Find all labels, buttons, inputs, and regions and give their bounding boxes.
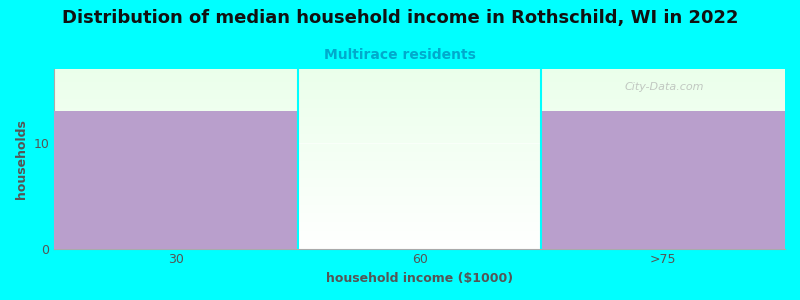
X-axis label: household income ($1000): household income ($1000) <box>326 272 514 285</box>
Bar <box>54 111 298 249</box>
Text: Multirace residents: Multirace residents <box>324 48 476 62</box>
Y-axis label: households: households <box>15 119 28 199</box>
Text: City-Data.com: City-Data.com <box>624 82 704 92</box>
Bar <box>542 111 785 249</box>
Text: Distribution of median household income in Rothschild, WI in 2022: Distribution of median household income … <box>62 9 738 27</box>
